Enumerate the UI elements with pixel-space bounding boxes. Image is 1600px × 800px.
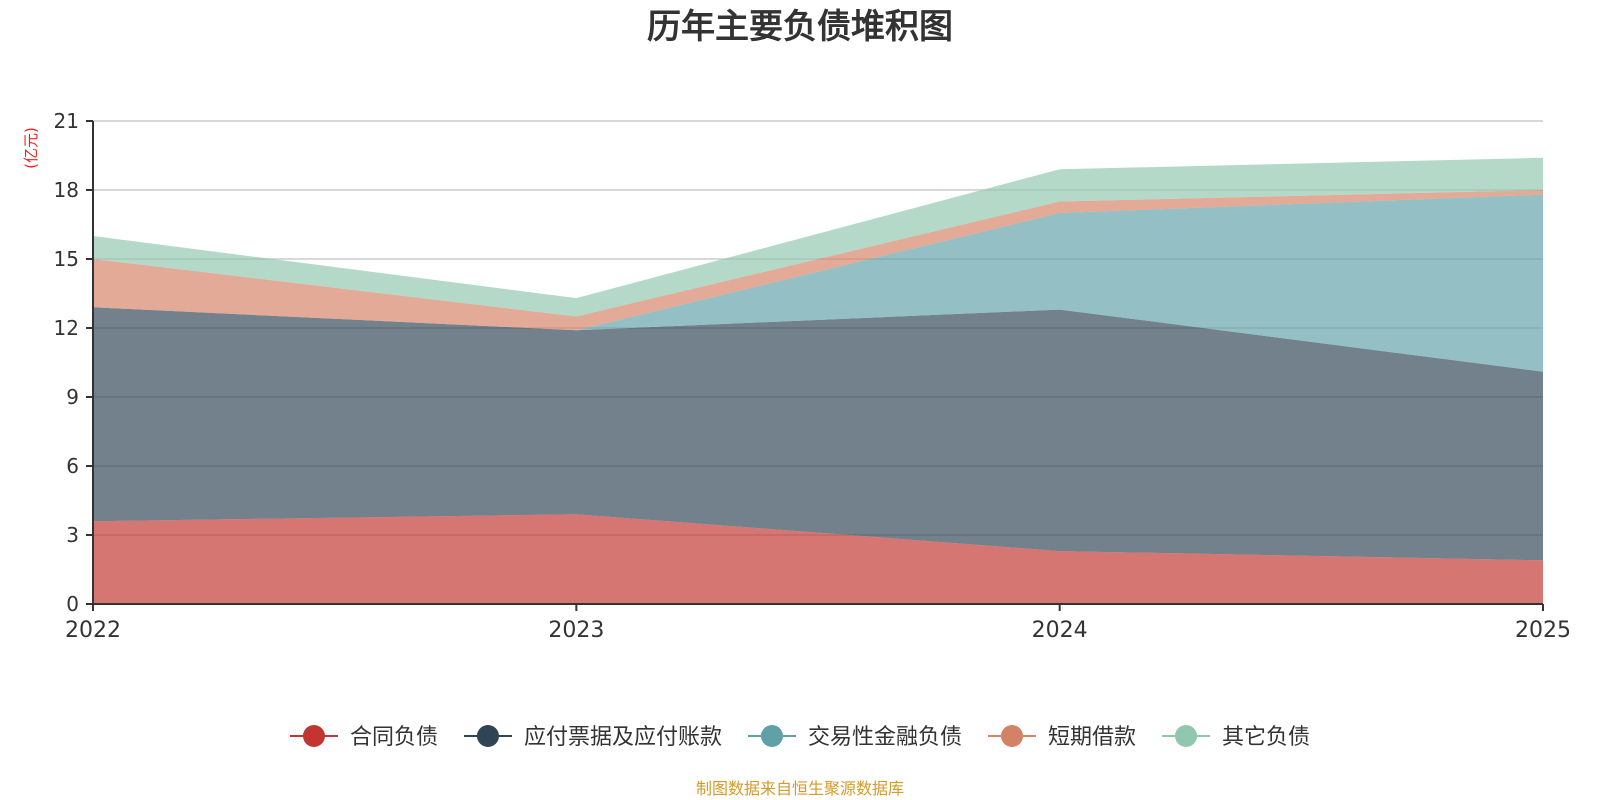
legend-marker [476,725,499,747]
x-tick-label: 2023 [548,618,604,643]
area-series-5[interactable] [93,157,1543,317]
y-tick-label: 9 [66,385,79,409]
area-series-4[interactable] [93,190,1543,331]
legend-label: 其它负债 [1222,725,1310,750]
x-tick-label: 2022 [65,618,121,643]
legend-label: 交易性金融负债 [808,725,962,750]
x-tick-label: 2024 [1032,618,1088,643]
legend-marker [302,725,325,747]
legend-marker [1001,725,1024,747]
y-tick-label: 21 [54,109,79,133]
area-series-3[interactable] [93,194,1543,372]
legend-item-3[interactable]: 交易性金融负债 [747,725,962,750]
y-tick-label: 3 [66,523,79,547]
legend-marker [760,725,783,747]
legend[interactable]: 合同负债 应付票据及应付账款 交易性金融负债 短期借款 其它负债 [289,725,1310,750]
y-tick-label: 15 [54,247,79,271]
legend-item-2[interactable]: 应付票据及应付账款 [463,725,722,750]
legend-label: 合同负债 [350,725,438,750]
y-axis-unit-label: (亿元) [22,127,40,169]
axes: 0 3 6 9 12 15 18 21 2022 2023 2024 2025 [54,109,1571,643]
x-tick-label: 2025 [1515,618,1571,643]
y-tick-label: 18 [54,178,79,202]
y-tick-label: 0 [66,592,79,616]
area-series-2[interactable] [93,307,1543,561]
source-note: 制图数据来自恒生聚源数据库 [696,779,904,798]
y-tick-label: 6 [66,454,79,478]
chart-title: 历年主要负债堆积图 [647,7,953,47]
area-series-1[interactable] [93,514,1543,604]
legend-label: 短期借款 [1048,725,1136,750]
legend-marker [1175,725,1198,747]
area-series [93,157,1543,604]
legend-item-1[interactable]: 合同负债 [289,725,438,750]
y-tick-label: 12 [54,316,79,340]
legend-item-4[interactable]: 短期借款 [988,725,1136,750]
legend-item-5[interactable]: 其它负债 [1162,725,1310,750]
legend-label: 应付票据及应付账款 [524,725,722,750]
